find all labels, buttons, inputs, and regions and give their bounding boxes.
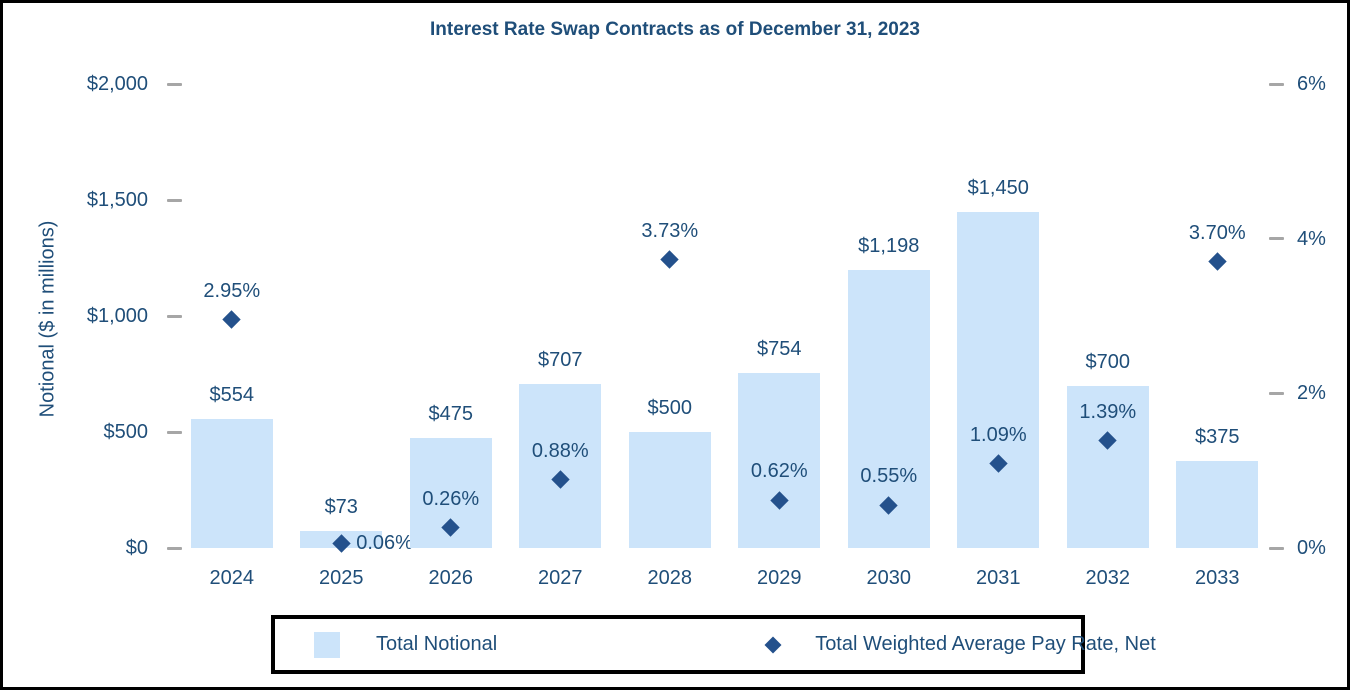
left-axis-tick-mark [167,430,182,434]
left-axis-tick-mark [167,198,182,202]
bar [957,211,1040,548]
category-label: 2033 [1195,567,1240,589]
rate-value-label: 1.09% [969,423,1027,446]
rate-value-label: 0.26% [422,487,480,510]
category-label: 2032 [1085,567,1131,589]
bar [519,383,602,548]
bar-value-label: $700 [1085,350,1131,373]
rate-value-label: 0.88% [531,439,589,462]
category-label: 2026 [428,567,474,589]
rate-value-label: 3.70% [1188,221,1246,244]
rate-value-label: 0.06% [356,532,413,555]
bar-value-label: $707 [538,348,583,371]
left-axis-tick-mark [167,546,182,550]
rate-value-label: 0.62% [750,460,808,483]
rate-value-label: 2.95% [203,279,261,302]
right-axis-tick-mark [1269,546,1284,550]
chart-title: Interest Rate Swap Contracts as of Decem… [430,19,920,40]
bar-value-label: $754 [757,338,802,361]
bar-value-label: $375 [1195,426,1240,448]
bar-value-label: $1,450 [967,176,1029,199]
legend-diamond-icon [764,636,782,653]
bar-value-label: $500 [647,397,693,419]
bar-value-label: $554 [209,384,255,407]
legend-label-pay-rate: Total Weighted Average Pay Rate, Net [815,633,1156,655]
right-axis-tick-mark [1269,391,1284,395]
bar [738,373,821,548]
category-label: 2031 [976,567,1021,589]
right-axis-tick-label: 4% [1297,227,1326,250]
legend-bar-swatch-icon [314,631,340,658]
bar [628,432,711,548]
right-axis-tick-mark [1269,237,1284,241]
bar [1176,461,1259,548]
category-label: 2030 [866,567,912,589]
right-axis-tick-mark [1269,82,1284,86]
left-axis-tick-mark [167,82,182,86]
legend: Total Notional Total Weighted Average Pa… [271,615,1156,674]
category-label: 2027 [538,567,583,589]
left-axis-tick-label: $500 [103,421,149,443]
rate-diamond-icon [222,310,241,330]
rate-value-label: 1.39% [1079,400,1137,423]
category-label: 2024 [209,567,255,589]
rate-diamond-icon [1208,252,1227,272]
rate-value-label: 3.73% [641,219,699,242]
left-axis-tick-label: $1,500 [86,189,148,211]
right-axis-tick-label: 6% [1297,73,1326,95]
bar-value-label: $73 [324,496,358,519]
right-axis-tick-label: 0% [1297,537,1326,559]
bar [190,419,273,548]
bar [1066,385,1149,548]
rate-value-label: 0.55% [860,465,918,488]
left-axis-tick-mark [167,314,182,318]
legend-label-total-notional: Total Notional [376,633,498,655]
left-axis-tick-label: $0 [125,537,148,559]
rate-diamond-icon [660,250,679,269]
left-axis-tick-label: $1,000 [86,305,148,327]
right-axis-tick-label: 2% [1297,382,1326,405]
bar-value-label: $1,198 [858,235,920,258]
category-label: 2028 [647,567,693,589]
category-label: 2029 [757,567,802,589]
bar-value-label: $475 [428,402,474,425]
left-axis-tick-label: $2,000 [86,73,148,95]
category-label: 2025 [319,567,364,589]
